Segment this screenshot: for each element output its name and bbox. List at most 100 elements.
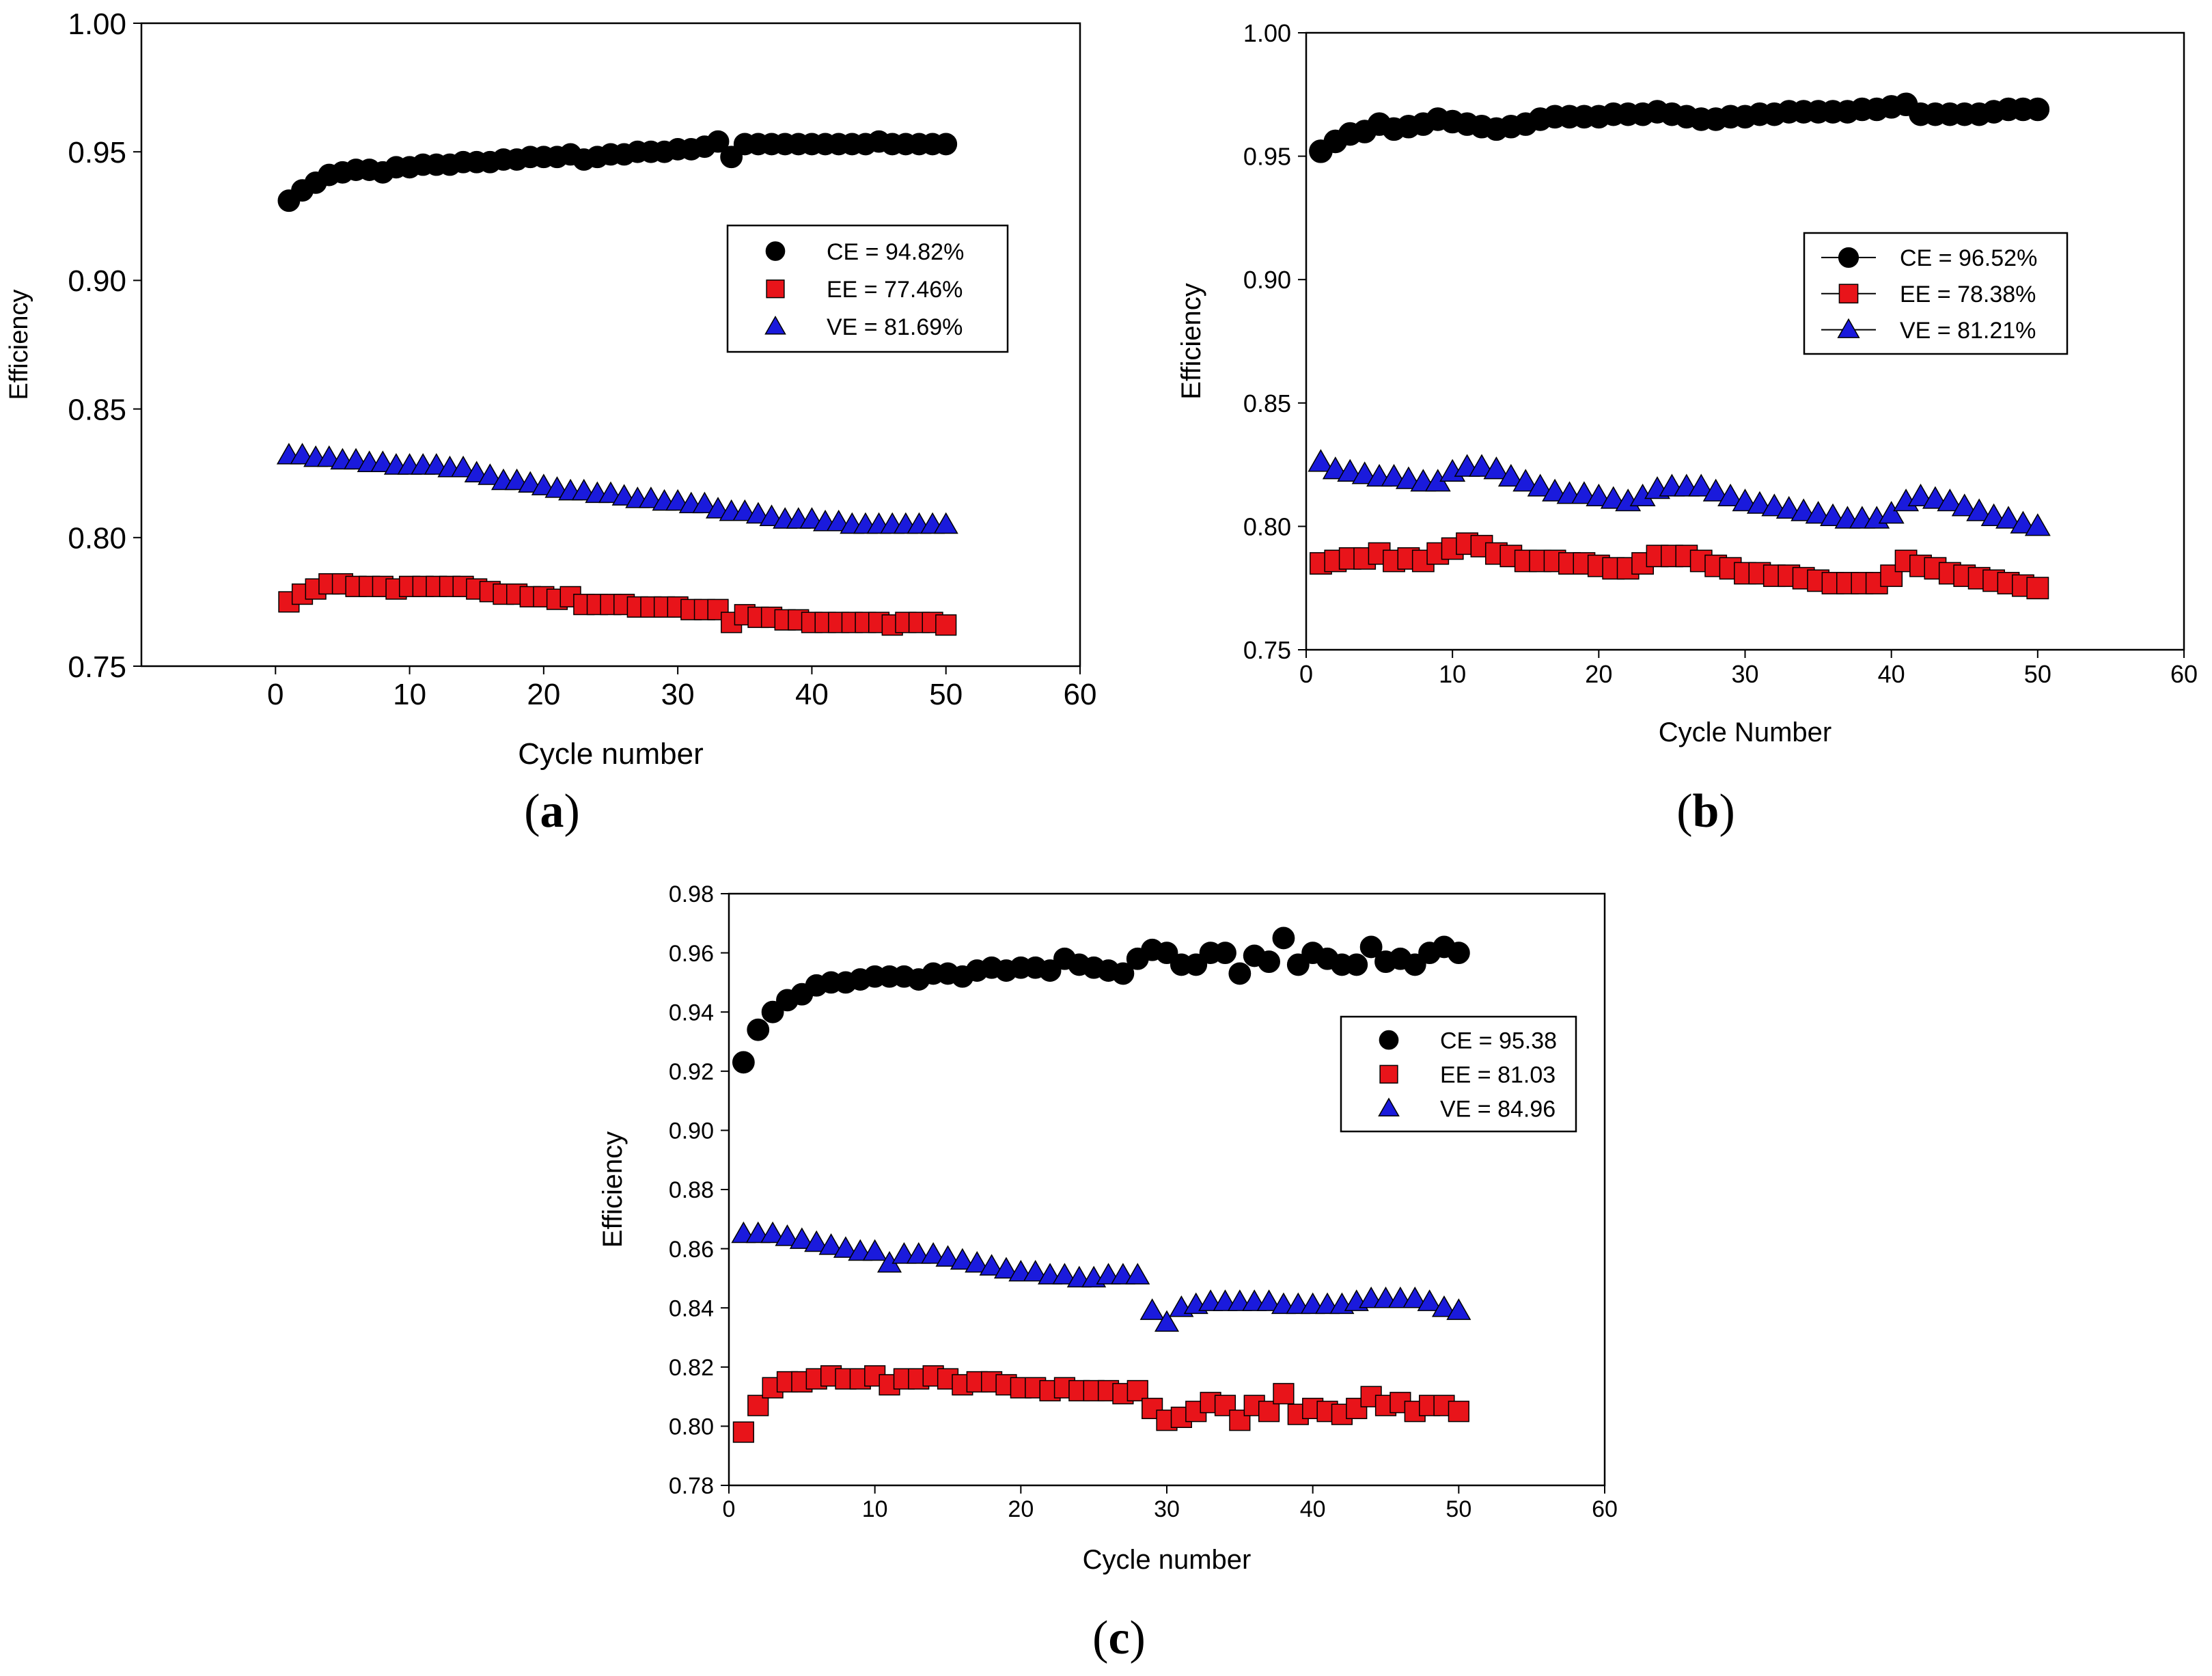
x-tick-label: 10 [862, 1496, 888, 1522]
legend: CE = 94.82% EE = 77.46% VE = 81.69% [726, 224, 1009, 353]
data-point-ve [921, 1242, 946, 1264]
y-tick-label: 0.85 [1243, 389, 1291, 417]
data-point-ce [1228, 962, 1252, 985]
data-point-ve [1023, 1259, 1048, 1282]
data-point-ce [2026, 97, 2050, 122]
legend-marker-ce [1838, 247, 1860, 269]
data-point-ve [1805, 501, 1831, 524]
x-tick-label: 30 [1154, 1496, 1180, 1522]
data-point-ve [1820, 503, 1846, 526]
x-tick-label: 60 [1064, 678, 1097, 711]
data-point-ve [2010, 510, 2036, 534]
y-axis-label: Efficiency [598, 1131, 628, 1248]
data-point-ve [789, 1227, 814, 1249]
data-point-ve [1951, 493, 1978, 517]
data-point-ve [979, 1254, 1004, 1276]
x-axis-label: Cycle number [518, 737, 703, 771]
x-tick-label: 0 [1299, 660, 1313, 688]
data-point-ce [935, 133, 958, 156]
legend-label: VE = 81.21% [1900, 318, 2036, 344]
data-point-ve [818, 1233, 844, 1255]
legend-label: EE = 77.46% [827, 277, 963, 303]
series-ve [1308, 449, 2051, 536]
data-point-ce [1214, 942, 1236, 965]
data-point-ve [1702, 478, 1729, 502]
y-tick-label: 0.88 [669, 1177, 714, 1203]
data-point-ve [862, 1239, 887, 1261]
data-point-ce [1359, 935, 1383, 959]
data-point-ve [1966, 498, 1993, 521]
legend-marker-ee [1838, 284, 1859, 304]
panel-label-close: ) [1130, 1612, 1146, 1664]
data-point-ve [1717, 483, 1744, 507]
data-point-ve [1600, 486, 1627, 509]
legend-label: EE = 78.38% [1900, 281, 2036, 307]
legend-marker-ce [765, 241, 786, 261]
x-tick-label: 50 [1446, 1496, 1471, 1522]
data-point-ee [1273, 1383, 1295, 1405]
chart-panel-b: 0 10 20 30 40 50 60 0.75 0.80 0.85 0.90 0.95 1.00 Cyc… [1176, 19, 2198, 838]
data-point-ee [1126, 1379, 1148, 1402]
chart-panel-a: 0 10 20 30 40 50 60 0.75 0.80 0.85 0.90 0.95 1.00 Cyc… [5, 8, 1096, 838]
data-point-ve [1746, 491, 1773, 514]
legend: CE = 96.52% EE = 78.38% VE = 81.21% [1803, 232, 2069, 355]
data-point-ce [1111, 962, 1135, 985]
data-point-ve [1775, 495, 1802, 519]
y-axis-label: Efficiency [1176, 283, 1206, 399]
data-point-ve [1791, 498, 1817, 521]
data-point-ve [833, 1236, 858, 1258]
legend-marker-ee [1379, 1064, 1398, 1084]
panel-label-open: ( [1676, 785, 1692, 838]
legend-label: EE = 81.03 [1440, 1062, 1556, 1088]
x-axis-label: Cycle Number [1659, 717, 1831, 747]
legend-marker-ve [1378, 1097, 1400, 1117]
data-point-ve [1351, 461, 1378, 484]
panel-label-open: ( [524, 785, 540, 838]
data-point-ve [1586, 483, 1612, 507]
data-point-ve [451, 455, 476, 478]
data-point-ee [747, 1395, 769, 1416]
y-tick-label: 0.86 [669, 1237, 714, 1263]
x-tick-label: 30 [1731, 660, 1758, 688]
y-tick-label: 0.92 [669, 1059, 714, 1085]
panel-label-close: ) [1719, 785, 1734, 838]
data-point-ve [1402, 1286, 1428, 1308]
data-point-ve [1322, 456, 1349, 480]
legend-marker-ve [764, 315, 786, 335]
data-point-ee [732, 1421, 754, 1443]
series-ee [1309, 532, 2049, 600]
data-point-ve [1732, 489, 1758, 512]
data-point-ve [1125, 1263, 1150, 1285]
data-point-ve [1922, 486, 1948, 509]
data-point-ce [1345, 953, 1368, 976]
data-point-ve [1995, 506, 2021, 529]
data-point-ve [965, 1250, 990, 1273]
series-ee [278, 573, 957, 636]
data-point-ve [1052, 1263, 1077, 1285]
y-tick-label: 0.90 [1243, 266, 1291, 294]
data-point-ve [933, 512, 958, 534]
data-point-ve [1256, 1289, 1282, 1311]
panel-label-close: ) [564, 785, 580, 838]
panel-label-letter: a [540, 785, 564, 838]
data-point-ve [1337, 458, 1364, 482]
data-point-ve [692, 491, 717, 514]
y-tick-label: 0.80 [1243, 512, 1291, 540]
data-point-ce [747, 1018, 770, 1041]
y-tick-label: 0.95 [68, 136, 126, 169]
x-tick-label: 50 [929, 678, 963, 711]
data-point-ve [1154, 1310, 1180, 1332]
x-tick-label: 30 [661, 678, 695, 711]
x-tick-label: 0 [723, 1496, 736, 1522]
data-point-ve [1469, 454, 1495, 477]
series-ce [732, 926, 1470, 1074]
data-point-ce [761, 1000, 784, 1024]
y-tick-label: 0.96 [669, 941, 714, 967]
data-point-ee [2026, 577, 2049, 600]
data-point-ce [1403, 953, 1426, 976]
data-point-ve [2024, 513, 2051, 536]
data-point-ce [706, 130, 730, 153]
x-tick-label: 40 [795, 678, 829, 711]
x-tick-label: 10 [393, 678, 426, 711]
